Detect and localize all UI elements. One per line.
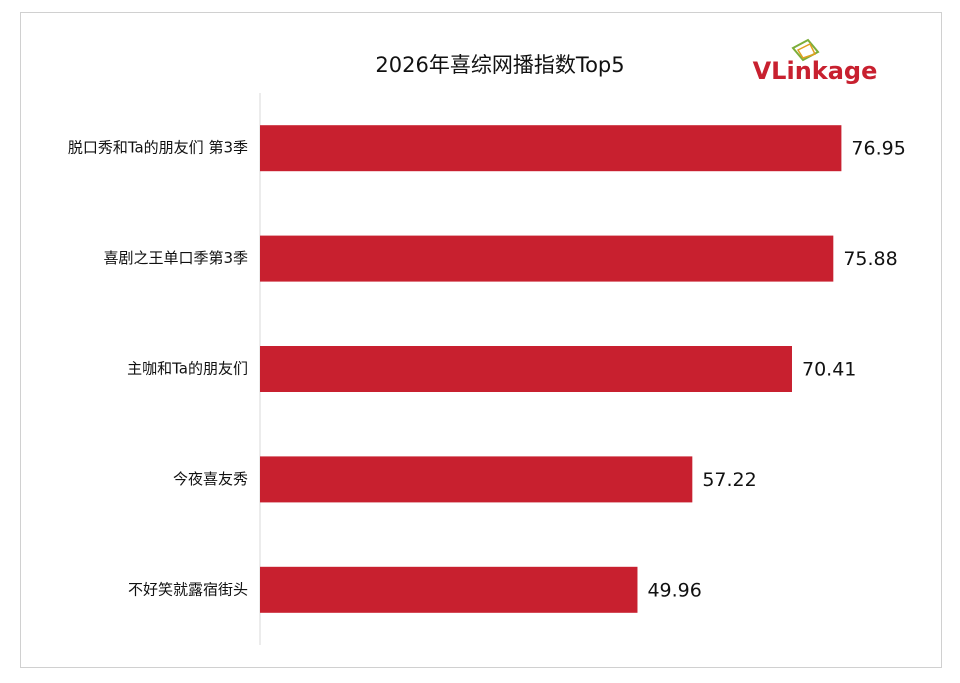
value-label: 49.96 <box>647 579 701 601</box>
category-label: 不好笑就露宿街头 <box>128 580 248 598</box>
logo: VLinkage <box>753 57 878 85</box>
category-label: 主咖和Ta的朋友们 <box>127 360 248 378</box>
category-label: 今夜喜友秀 <box>173 470 248 488</box>
category-label: 脱口秀和Ta的朋友们 第3季 <box>68 139 248 157</box>
bar <box>260 566 638 613</box>
value-label: 75.88 <box>843 248 897 270</box>
category-label: 喜剧之王单口季第3季 <box>103 249 248 267</box>
chart-title: 2026年喜综网播指数Top5 <box>375 53 624 77</box>
chart-frame <box>20 12 942 668</box>
bar <box>260 346 792 392</box>
bar <box>260 456 693 503</box>
bar <box>260 235 834 282</box>
bar <box>260 125 842 172</box>
value-label: 76.95 <box>851 138 905 160</box>
value-label: 57.22 <box>702 469 756 491</box>
value-label: 70.41 <box>802 359 856 381</box>
logo-icon <box>791 38 820 62</box>
